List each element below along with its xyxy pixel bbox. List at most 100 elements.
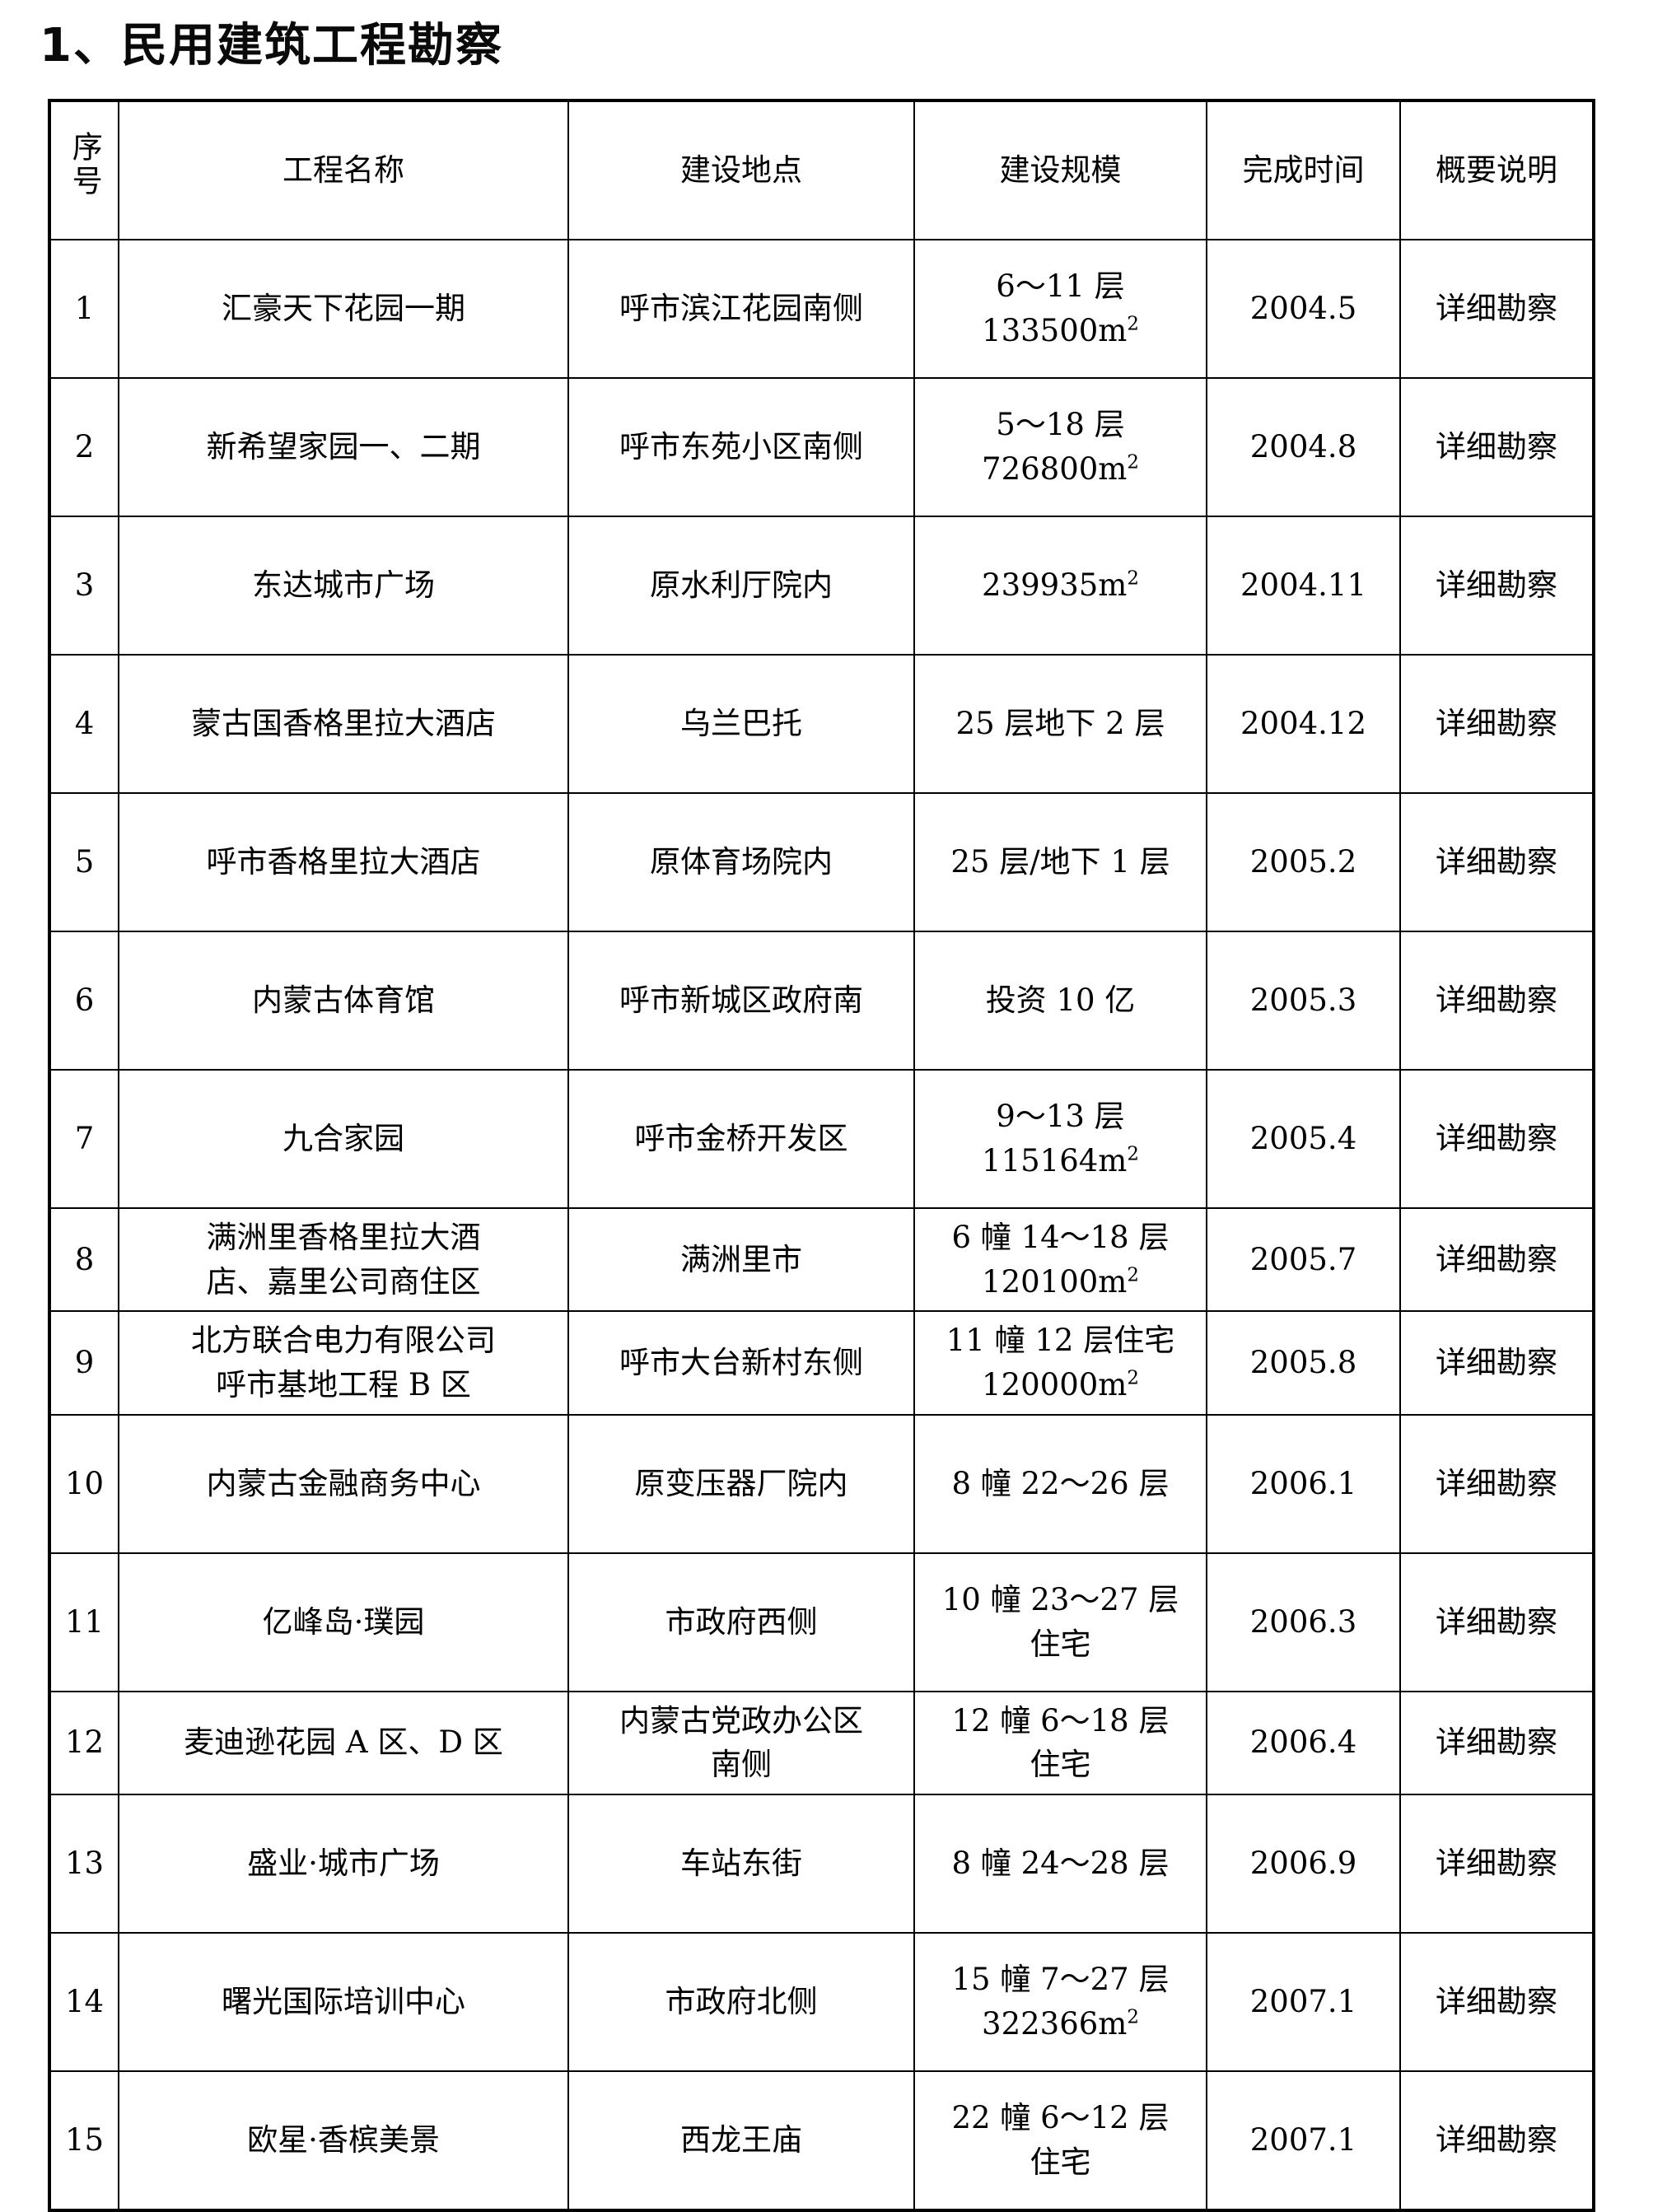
table-row: 10 内蒙古金融商务中心 原变压器厂院内 8 幢 22～26 层 2006.1 … [49, 1413, 1595, 1554]
location-line-2: 南侧 [711, 1747, 772, 1783]
scale-line-1: 239935m2 [982, 567, 1139, 604]
cell-date: 2006.3 [1206, 1552, 1401, 1692]
location-line-1: 内蒙古党政办公区 [619, 1702, 863, 1738]
cell-remark: 详细勘察 [1399, 239, 1595, 379]
cell-name: 内蒙古金融商务中心 [118, 1413, 569, 1554]
cell-remark: 详细勘察 [1399, 2070, 1595, 2211]
cell-date: 2006.4 [1206, 1690, 1401, 1795]
cell-scale: 5～18 层 726800m2 [913, 377, 1207, 517]
cell-name: 新希望家园一、二期 [118, 377, 569, 517]
cell-no: 4 [49, 654, 119, 794]
cell-no: 12 [49, 1690, 119, 1795]
cell-location: 呼市大台新村东侧 [567, 1310, 915, 1416]
scale-line-2: 115164m2 [982, 1143, 1139, 1178]
cell-name: 欧星·香槟美景 [118, 2070, 569, 2211]
cell-location: 满洲里市 [567, 1206, 915, 1313]
cell-name: 满洲里香格里拉大酒 店、嘉里公司商住区 [118, 1206, 569, 1313]
name-line-2: 店、嘉里公司商住区 [206, 1263, 481, 1300]
table-row: 8 满洲里香格里拉大酒 店、嘉里公司商住区 满洲里市 6 幢 14～18 层 1… [49, 1206, 1595, 1313]
cell-location: 原体育场院内 [567, 792, 915, 932]
cell-no: 15 [49, 2070, 119, 2211]
table-row: 2 新希望家园一、二期 呼市东苑小区南侧 5～18 层 726800m2 200… [49, 377, 1595, 517]
cell-date: 2006.1 [1206, 1413, 1401, 1554]
cell-remark: 详细勘察 [1399, 1206, 1595, 1313]
table-row: 14 曙光国际培训中心 市政府北侧 15 幢 7～27 层 322366m2 2… [49, 1931, 1595, 2072]
cell-location: 呼市新城区政府南 [567, 931, 915, 1071]
cell-no: 6 [49, 931, 119, 1071]
scale-line-1: 6 幢 14～18 层 [951, 1220, 1170, 1255]
cell-scale: 投资 10 亿 [913, 931, 1207, 1071]
cell-scale: 6～11 层 133500m2 [913, 239, 1207, 379]
scale-line-2: 住宅 [1030, 1747, 1091, 1783]
cell-scale: 8 幢 22～26 层 [913, 1413, 1207, 1554]
cell-date: 2004.5 [1206, 239, 1401, 379]
cell-location: 车站东街 [567, 1793, 915, 1934]
cell-remark: 详细勘察 [1399, 377, 1595, 517]
scale-line-2: 133500m2 [982, 313, 1139, 348]
cell-scale: 22 幢 6～12 层 住宅 [913, 2070, 1207, 2211]
name-line-1: 满洲里香格里拉大酒 [206, 1220, 481, 1255]
cell-scale: 239935m2 [913, 516, 1207, 656]
scale-line-2: 住宅 [1030, 1626, 1091, 1662]
table-header-row: 序号 工程名称 建设地点 建设规模 完成时间 概要说明 [49, 100, 1595, 240]
cell-remark: 详细勘察 [1399, 1690, 1595, 1795]
scale-line-1: 12 幢 6～18 层 [951, 1702, 1170, 1738]
column-header-name: 工程名称 [118, 100, 569, 240]
cell-scale: 12 幢 6～18 层 住宅 [913, 1690, 1207, 1795]
cell-date: 2005.2 [1206, 792, 1401, 932]
column-header-remark: 概要说明 [1399, 100, 1595, 240]
cell-scale: 10 幢 23～27 层 住宅 [913, 1552, 1207, 1692]
cell-remark: 详细勘察 [1399, 1069, 1595, 1209]
cell-location: 原变压器厂院内 [567, 1413, 915, 1554]
table-row: 13 盛业·城市广场 车站东街 8 幢 24～28 层 2006.9 详细勘察 [49, 1793, 1595, 1934]
table-row: 7 九合家园 呼市金桥开发区 9～13 层 115164m2 2005.4 详细… [49, 1069, 1595, 1209]
cell-scale: 25 层/地下 1 层 [913, 792, 1207, 932]
cell-remark: 详细勘察 [1399, 1931, 1595, 2072]
cell-scale: 11 幢 12 层住宅 120000m2 [913, 1310, 1207, 1416]
cell-name: 亿峰岛·璞园 [118, 1552, 569, 1692]
cell-name: 呼市香格里拉大酒店 [118, 792, 569, 932]
scale-line-2: 住宅 [1030, 2144, 1091, 2180]
cell-location: 市政府北侧 [567, 1931, 915, 2072]
cell-name: 麦迪逊花园 A 区、D 区 [118, 1690, 569, 1795]
cell-no: 13 [49, 1793, 119, 1934]
document-page: 1、民用建筑工程勘察 序号 工程名称 建设地点 建设规模 完成时间 概要说明 1… [40, 19, 1595, 2212]
cell-date: 2004.11 [1206, 516, 1401, 656]
scale-line-2: 120100m2 [982, 1263, 1139, 1300]
cell-no: 3 [49, 516, 119, 656]
cell-date: 2007.1 [1206, 2070, 1401, 2211]
cell-no: 11 [49, 1552, 119, 1692]
cell-no: 8 [49, 1206, 119, 1313]
cell-name: 北方联合电力有限公司 呼市基地工程 B 区 [118, 1310, 569, 1416]
cell-location: 原水利厅院内 [567, 516, 915, 656]
cell-no: 9 [49, 1310, 119, 1416]
scale-line-1: 11 幢 12 层住宅 [946, 1323, 1175, 1359]
cell-remark: 详细勘察 [1399, 1552, 1595, 1692]
table-row: 12 麦迪逊花园 A 区、D 区 内蒙古党政办公区 南侧 12 幢 6～18 层… [49, 1690, 1595, 1795]
cell-location: 呼市东苑小区南侧 [567, 377, 915, 517]
cell-scale: 25 层地下 2 层 [913, 654, 1207, 794]
cell-location: 乌兰巴托 [567, 654, 915, 794]
column-header-no: 序号 [49, 100, 119, 240]
page-title: 1、民用建筑工程勘察 [40, 19, 503, 72]
table-row: 4 蒙古国香格里拉大酒店 乌兰巴托 25 层地下 2 层 2004.12 详细勘… [49, 654, 1595, 794]
name-line-2: 呼市基地工程 B 区 [216, 1366, 471, 1402]
cell-name: 盛业·城市广场 [118, 1793, 569, 1934]
scale-line-1: 9～13 层 [996, 1099, 1125, 1135]
cell-no: 10 [49, 1413, 119, 1554]
cell-scale: 8 幢 24～28 层 [913, 1793, 1207, 1934]
cell-scale: 9～13 层 115164m2 [913, 1069, 1207, 1209]
scale-line-1: 6～11 层 [996, 268, 1125, 305]
scale-line-1: 22 幢 6～12 层 [951, 2100, 1170, 2136]
cell-location: 西龙王庙 [567, 2070, 915, 2211]
column-header-location: 建设地点 [567, 100, 915, 240]
cell-name: 内蒙古体育馆 [118, 931, 569, 1071]
cell-name: 蒙古国香格里拉大酒店 [118, 654, 569, 794]
cell-date: 2007.1 [1206, 1931, 1401, 2072]
cell-date: 2005.7 [1206, 1206, 1401, 1313]
scale-line-2: 726800m2 [982, 451, 1139, 487]
cell-scale: 15 幢 7～27 层 322366m2 [913, 1931, 1207, 2072]
cell-remark: 详细勘察 [1399, 792, 1595, 932]
column-header-date: 完成时间 [1206, 100, 1401, 240]
cell-no: 5 [49, 792, 119, 932]
